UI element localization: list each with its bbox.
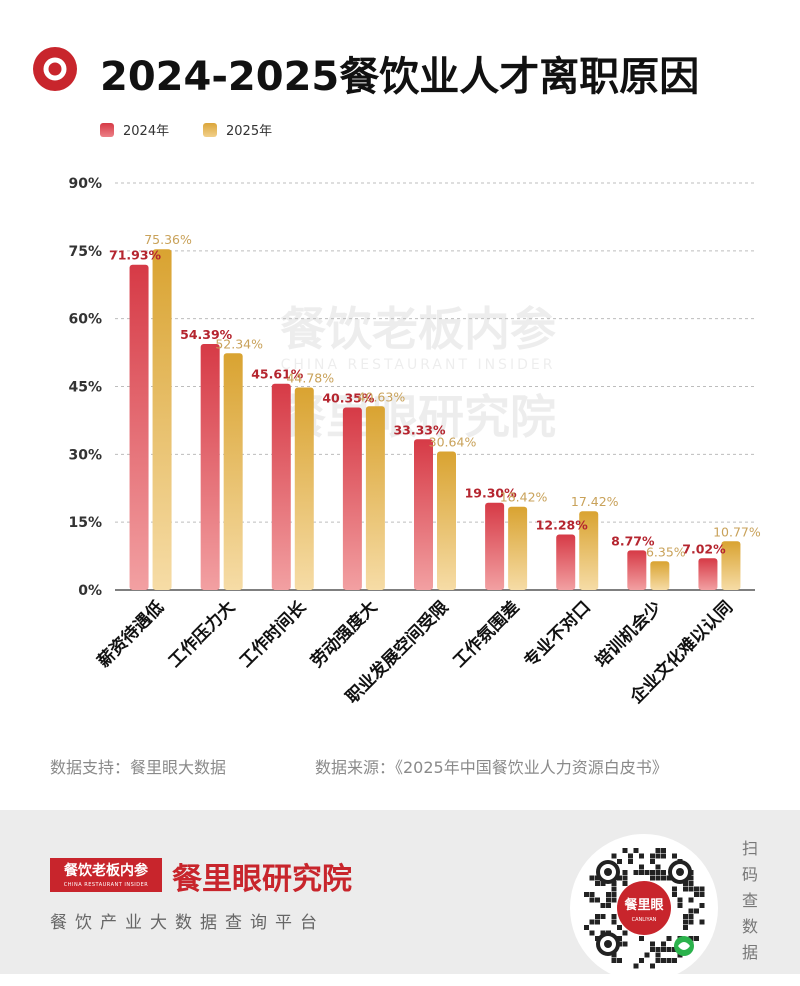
data-label-2025: 30.64% — [429, 434, 477, 449]
bar-2025 — [223, 353, 243, 590]
x-tick-label: 工作氛围差 — [449, 597, 524, 672]
x-tick-label: 专业不对口 — [520, 597, 595, 672]
data-label-2025: 44.78% — [286, 370, 334, 385]
legend-swatch-2024 — [100, 122, 114, 137]
brand-name: 餐里眼研究院 — [172, 862, 352, 897]
bar-2024 — [556, 534, 576, 590]
qr-code[interactable]: 餐里眼 CANLIYAN — [570, 834, 718, 982]
bar-2024 — [698, 558, 718, 590]
data-label-2024: 40.35% — [322, 391, 375, 406]
y-tick-label: 60% — [68, 312, 102, 328]
y-tick-label: 30% — [68, 447, 102, 463]
watermark-line2: CHINA RESTAURANT INSIDER — [281, 357, 556, 373]
bar-2024 — [414, 439, 433, 590]
x-tick-label: 工作时间长 — [235, 596, 311, 672]
x-tick-label: 薪资待遇低 — [93, 597, 168, 672]
data-label-2024: 71.93% — [109, 248, 162, 263]
y-tick-label: 45% — [68, 380, 102, 396]
sources-bar: 数据支持：餐里眼大数据 数据来源：《2025年中国餐饮业人力资源白皮书》 — [0, 754, 800, 782]
data-label-2024: 54.39% — [180, 327, 233, 342]
data-label-2024: 33.33% — [393, 422, 446, 437]
data-label-2025: 17.42% — [571, 494, 619, 509]
brand-badge-main: 餐饮老板内参 — [64, 863, 148, 879]
bar-2024 — [485, 502, 505, 590]
watermark-line1: 餐饮老板内参 — [280, 302, 556, 356]
y-axis-ticks: 0% 15% 30% 45% 60% 75% 90% — [68, 176, 102, 599]
x-tick-label: 劳动强度大 — [306, 597, 381, 672]
legend-label-2025: 2025年 — [226, 124, 273, 139]
data-label-2024: 19.30% — [465, 486, 518, 501]
footer: 餐饮老板内参 CHINA RESTAURANT INSIDER 餐里眼研究院 餐… — [0, 810, 800, 982]
x-axis-labels: 薪资待遇低工作压力大工作时间长劳动强度大职业发展空间受限工作氛围差专业不对口培训… — [93, 596, 737, 708]
qr-center-sub: CANLIYAN — [632, 917, 657, 923]
target-icon — [33, 47, 77, 91]
bar-2025 — [579, 511, 599, 590]
legend-label-2024: 2024年 — [123, 124, 170, 139]
watermark-line3: 餐里眼研究院 — [280, 390, 556, 444]
bar-2024 — [129, 264, 149, 590]
mini-program-icon — [678, 942, 690, 950]
data-label-2025: 10.77% — [713, 524, 761, 539]
data-label-2024: 8.77% — [611, 533, 655, 548]
bar-2024 — [627, 550, 647, 590]
bar-2025 — [294, 387, 314, 590]
data-support-text: 数据支持：餐里眼大数据 — [50, 758, 227, 777]
legend-swatch-2025 — [203, 122, 217, 137]
bar-2025 — [508, 506, 528, 590]
platform-tagline: 餐饮产业大数据查询平台 — [50, 913, 325, 933]
y-tick-label: 90% — [68, 176, 102, 192]
legend-item-2024: 2024年 — [100, 120, 169, 139]
brand-badge-sub: CHINA RESTAURANT INSIDER — [63, 882, 149, 888]
data-label-2024: 7.02% — [682, 541, 726, 556]
x-tick-label: 培训机会少 — [591, 597, 666, 672]
bar-2025 — [365, 406, 385, 590]
bar-2025 — [437, 451, 456, 590]
bars — [129, 249, 741, 591]
data-label-2025: 6.35% — [646, 544, 686, 559]
legend-item-2025: 2025年 — [203, 120, 272, 139]
page-title: 2024-2025餐饮业人才离职原因 — [100, 54, 700, 100]
y-tick-label: 0% — [78, 583, 102, 599]
scan-to-query-text: 扫码查数据 — [741, 839, 758, 962]
bar-2024 — [342, 407, 362, 590]
data-labels: 71.93%75.36% 54.39%52.34% 45.61%44.78% 40.3… — [109, 232, 761, 559]
x-tick-label: 工作压力大 — [164, 597, 239, 672]
data-label-2025: 52.34% — [215, 336, 263, 351]
y-tick-label: 75% — [68, 244, 102, 260]
bar-2024 — [200, 344, 220, 590]
bar-2024 — [271, 383, 291, 590]
header: 2024-2025餐饮业人才离职原因 — [0, 0, 800, 120]
qr-code-graphic: 餐里眼 CANLIYAN — [584, 848, 705, 969]
qr-center-label: 餐里眼 — [623, 897, 664, 913]
data-label-2024: 12.28% — [536, 517, 589, 532]
data-label-2025: 75.36% — [144, 232, 192, 247]
data-label-2025: 40.63% — [358, 389, 406, 404]
data-label-2024: 45.61% — [251, 367, 304, 382]
data-label-2025: 18.42% — [500, 490, 548, 505]
bar-2025 — [650, 561, 670, 590]
bar-2025 — [721, 541, 741, 590]
bar-2025 — [152, 249, 172, 591]
data-source-text: 数据来源：《2025年中国餐饮业人力资源白皮书》 — [315, 758, 668, 777]
gridlines — [115, 182, 755, 591]
y-tick-label: 15% — [68, 515, 102, 531]
brand-logo-badge: 餐饮老板内参 CHINA RESTAURANT INSIDER — [50, 858, 162, 892]
